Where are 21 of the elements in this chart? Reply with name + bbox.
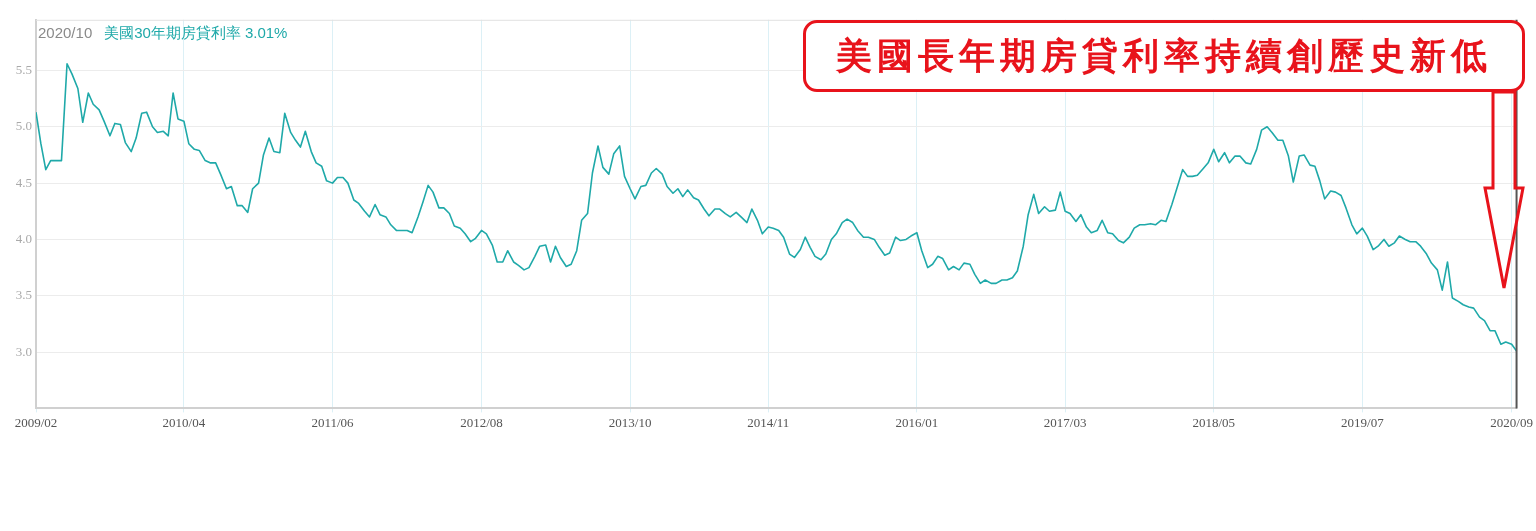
y-tick-label: 3.0 — [15, 343, 32, 359]
x-tick-label: 2020/09 — [1490, 414, 1533, 430]
x-tick-label: 2013/10 — [608, 414, 652, 430]
x-tick-label: 2019/07 — [1341, 414, 1385, 430]
y-tick-label: 3.5 — [15, 287, 32, 303]
x-tick-label: 2011/06 — [311, 414, 355, 430]
y-tick-label: 5.5 — [15, 61, 32, 77]
annotation: 美國長年期房貸利率持續創歷史新低 — [803, 20, 1525, 92]
text: 美國30年期房貸利率 — [104, 23, 241, 41]
x-tick-label: 2017/03 — [1043, 414, 1087, 430]
chart-title: 2020/10 — [38, 23, 93, 41]
annotation: 3.01% — [244, 23, 288, 41]
x-tick-label: 2018/05 — [1192, 414, 1236, 430]
y-tick-label: 5.0 — [15, 118, 32, 134]
y-tick-label: 4.5 — [15, 174, 32, 190]
x-tick-label: 2009/02 — [14, 414, 58, 430]
x-tick-label: 2016/01 — [895, 414, 939, 430]
y-tick-label: 4.0 — [15, 230, 32, 246]
x-tick-label: 2012/08 — [460, 414, 503, 430]
x-tick-label: 2010/04 — [162, 414, 206, 430]
x-tick-label: 2014/11 — [747, 414, 790, 430]
